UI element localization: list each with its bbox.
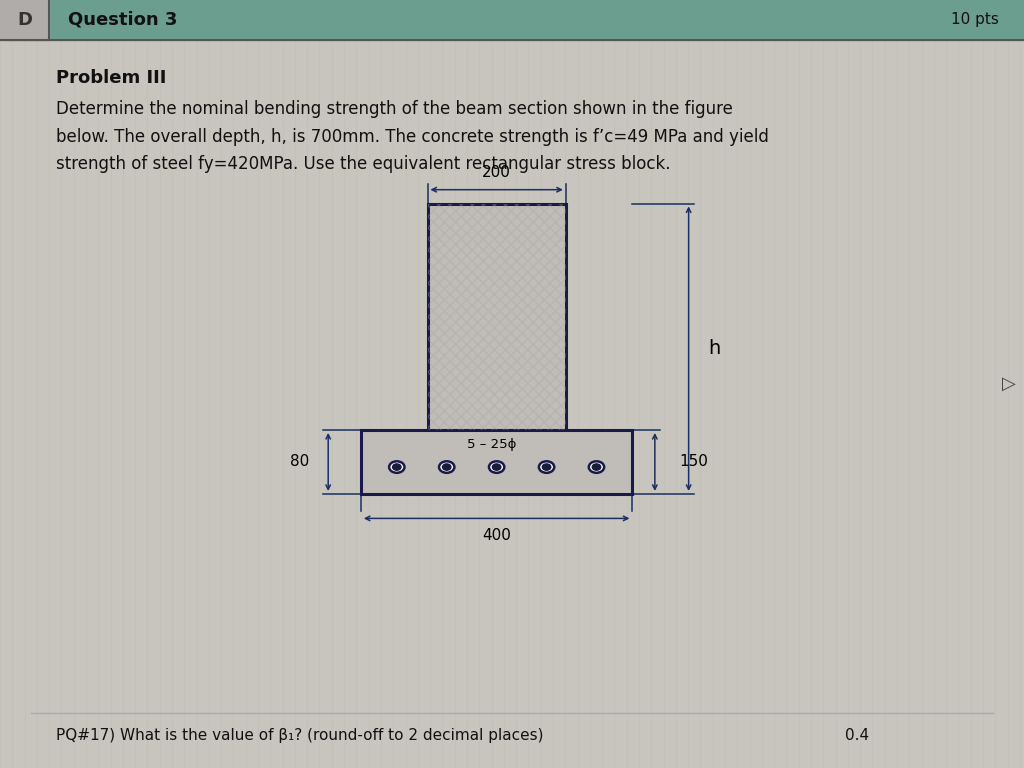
- Circle shape: [589, 462, 604, 473]
- Circle shape: [442, 464, 451, 470]
- Text: Problem III: Problem III: [56, 69, 167, 88]
- Text: D: D: [17, 11, 32, 29]
- Bar: [0, 0, 1024, 40]
- Text: 0.4: 0.4: [845, 728, 869, 743]
- Text: 400: 400: [482, 528, 511, 543]
- Text: below. The overall depth, h, is 700mm. The concrete strength is f’c=49 MPa and y: below. The overall depth, h, is 700mm. T…: [56, 127, 769, 146]
- Bar: [0, 0, 49, 40]
- Text: ▷: ▷: [1001, 375, 1016, 393]
- Text: PQ#17) What is the value of β₁? (round-off to 2 decimal places): PQ#17) What is the value of β₁? (round-o…: [56, 728, 544, 743]
- Bar: [360, 430, 632, 494]
- Text: 200: 200: [482, 165, 511, 180]
- Circle shape: [389, 462, 404, 473]
- Text: 150: 150: [679, 455, 709, 469]
- Circle shape: [493, 464, 501, 470]
- Circle shape: [543, 464, 551, 470]
- Circle shape: [392, 464, 401, 470]
- Text: h: h: [709, 339, 720, 358]
- Text: Determine the nominal bending strength of the beam section shown in the figure: Determine the nominal bending strength o…: [56, 100, 733, 118]
- Circle shape: [488, 462, 504, 473]
- Text: 5 – 25ϕ: 5 – 25ϕ: [467, 438, 516, 451]
- Bar: [428, 204, 565, 430]
- Circle shape: [592, 464, 601, 470]
- Text: 80: 80: [290, 455, 309, 469]
- Bar: [428, 204, 565, 430]
- Text: 10 pts: 10 pts: [950, 12, 998, 28]
- Text: strength of steel fy=420MPa. Use the equivalent rectangular stress block.: strength of steel fy=420MPa. Use the equ…: [56, 155, 671, 174]
- Text: Question 3: Question 3: [68, 11, 177, 29]
- Circle shape: [539, 462, 554, 473]
- Circle shape: [439, 462, 455, 473]
